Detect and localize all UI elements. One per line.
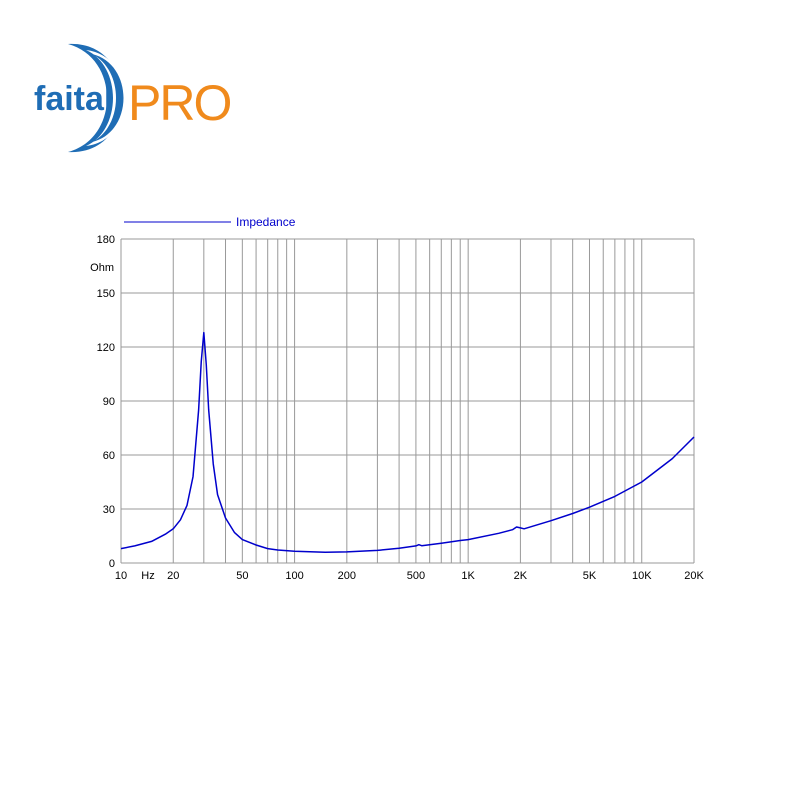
- y-tick-label: 0: [109, 558, 115, 570]
- x-tick-label: 50: [236, 570, 248, 582]
- x-axis-unit-label: Hz: [141, 570, 154, 582]
- x-tick-label: 2K: [514, 570, 528, 582]
- series-line-impedance: [120, 331, 695, 553]
- y-tick-label: 30: [103, 504, 115, 516]
- x-tick-label: 500: [407, 570, 425, 582]
- x-tick-label: 100: [285, 570, 303, 582]
- grid: [120, 238, 695, 564]
- logo-text-faital: faital: [34, 80, 113, 118]
- y-tick-labels: 0 30 60 90 120 150 180: [97, 234, 115, 570]
- y-tick-label: 150: [97, 288, 115, 300]
- y-tick-label: 60: [103, 450, 115, 462]
- x-tick-label: 10K: [632, 570, 652, 582]
- y-tick-label: 90: [103, 396, 115, 408]
- logo-blue-arc-2: [92, 54, 124, 142]
- legend: Impedance: [124, 215, 296, 229]
- y-tick-label: 180: [97, 234, 115, 246]
- y-tick-label: 120: [97, 342, 115, 354]
- faitalpro-logo: faital PRO: [34, 43, 230, 153]
- plot-area: [120, 331, 695, 553]
- x-tick-label: 200: [338, 570, 356, 582]
- x-tick-label: 5K: [583, 570, 597, 582]
- x-tick-label: 20: [167, 570, 179, 582]
- x-tick-label: 1K: [461, 570, 475, 582]
- x-tick-label: 10: [115, 570, 127, 582]
- y-axis-unit-label: Ohm: [90, 262, 114, 274]
- logo-text-pro: PRO: [128, 75, 230, 131]
- x-tick-label: 20K: [684, 570, 704, 582]
- legend-label-impedance: Impedance: [236, 215, 296, 229]
- x-tick-labels: 10 20 50 100 200 500 1K 2K 5K 10K 20K: [115, 570, 705, 582]
